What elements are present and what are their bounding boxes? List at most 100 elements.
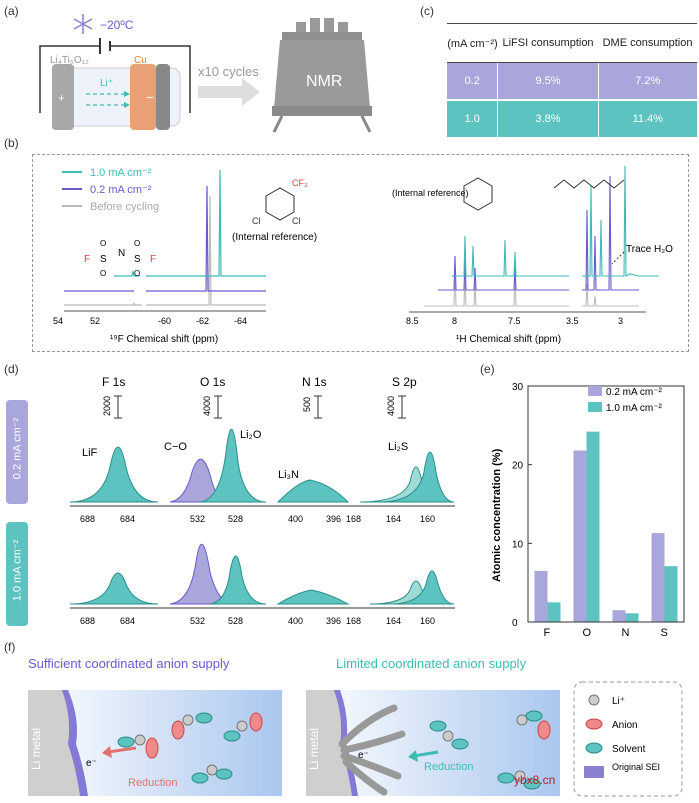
xps-peak xyxy=(69,446,159,503)
xps-column-title: N 1s xyxy=(302,375,327,389)
xps-tick: 688 xyxy=(80,616,95,626)
h-tick: 8.5 xyxy=(406,316,419,326)
minus-sign: − xyxy=(146,89,154,105)
anion-icon xyxy=(585,718,603,730)
left-scheme-title: Sufficient coordinated anion supply xyxy=(28,656,230,671)
legend-label: Solvent xyxy=(612,744,646,755)
watermark: ybx8.cn xyxy=(514,773,555,787)
row-label-02: 0.2 mA cm⁻² xyxy=(6,400,28,504)
atom-label: F xyxy=(84,254,90,265)
f-tick: -60 xyxy=(158,316,171,326)
table-cell: 3.8% xyxy=(497,99,599,137)
legend-label: 1.0 mA cm⁻² xyxy=(606,403,663,414)
bar xyxy=(547,602,561,622)
atom-label: O xyxy=(134,269,140,278)
f-axis-title: ¹⁹F Chemical shift (ppm) xyxy=(110,334,218,345)
xps-peak xyxy=(276,589,350,605)
nmr-instrument-icon xyxy=(272,18,372,133)
legend-label: 0.2 mA cm⁻² xyxy=(606,387,663,398)
xps-tick: 168 xyxy=(346,514,361,524)
table-header: DME consumption xyxy=(598,23,697,63)
atomic-concentration-chart: Atomic concentration (%) F O N S 0 10 20 30 0.2… xyxy=(491,382,685,636)
dme-structure xyxy=(553,179,625,189)
f-tick: 54 xyxy=(53,316,63,326)
atom-label: O xyxy=(134,239,140,248)
table-cell: 11.4% xyxy=(598,99,697,137)
molecule-cluster xyxy=(429,710,551,790)
annotation-li3n: Li₃N xyxy=(278,469,299,481)
cathode-electrode xyxy=(130,64,156,130)
f19-spectra xyxy=(64,169,266,312)
panel-label-f: (f) xyxy=(4,640,16,654)
xps-tick: 684 xyxy=(120,616,135,626)
scale-label: 500 xyxy=(302,397,312,412)
panel-b-frame xyxy=(32,154,689,352)
table-row: 1.0 3.8% 11.4% xyxy=(447,99,697,137)
cycles-label: x10 cycles xyxy=(198,64,259,79)
metal-label: Li metal xyxy=(307,728,321,770)
xps-peak xyxy=(389,570,455,605)
table-cell: 7.2% xyxy=(598,62,697,100)
legend-entry-2: 0.2 mA cm⁻² xyxy=(90,184,152,196)
table-row: 0.2 9.5% 7.2% xyxy=(447,62,697,100)
x-tick-label: S xyxy=(661,627,668,636)
h-tick: 3 xyxy=(618,316,623,326)
h-axis-title: ¹H Chemical shift (ppm) xyxy=(456,334,561,345)
annotation-lif: LiF xyxy=(82,447,98,459)
row-label-10: 1.0 mA cm⁻² xyxy=(6,522,28,626)
f-tick: -64 xyxy=(234,316,247,326)
xps-tick: 528 xyxy=(228,616,243,626)
panel-label-a: (a) xyxy=(4,4,19,18)
molecule-cluster xyxy=(117,712,263,784)
ion-label: Li⁺ xyxy=(100,78,113,89)
legend-label: Anion xyxy=(612,720,638,731)
electron-label: e⁻ xyxy=(86,758,97,769)
table-cell: 9.5% xyxy=(497,62,599,100)
annotation-co: C−O xyxy=(164,441,187,453)
annotation-li2o: Li₂O xyxy=(240,429,262,441)
scheme-illustration: Li metal e⁻ Reduction Li metal e⁻ Reduct… xyxy=(28,681,683,797)
reduction-label: Reduction xyxy=(128,777,178,789)
snowflake-icon xyxy=(73,14,93,34)
legend-swatch xyxy=(588,402,602,412)
xps-tick: 164 xyxy=(386,616,401,626)
f-tick: 52 xyxy=(90,316,100,326)
annotation-li2s: Li₂S xyxy=(388,441,408,453)
legend-label: Li⁺ xyxy=(612,696,625,707)
xps-spectra: F 1s O 1s N 1s S 2p 2000 4000 500 4000 L… xyxy=(69,375,455,626)
panel-label-b: (b) xyxy=(4,136,19,150)
atom-label: F xyxy=(150,254,156,265)
xps-peak xyxy=(209,555,267,605)
xps-tick: 684 xyxy=(120,514,135,524)
xps-peak xyxy=(199,428,267,503)
x-tick-label: N xyxy=(622,627,630,636)
f-tick: -62 xyxy=(196,316,209,326)
x-tick-label: F xyxy=(544,627,551,636)
fsi-structure: F S N S F O O O O xyxy=(84,239,156,278)
sei-icon xyxy=(584,766,604,778)
bar xyxy=(664,566,678,622)
legend-label: Original SEI xyxy=(612,762,660,772)
right-scheme-title: Limited coordinated anion supply xyxy=(336,656,527,671)
xps-column-title: F 1s xyxy=(102,375,125,389)
li-ion-icon xyxy=(588,694,600,706)
bar xyxy=(651,533,665,622)
reduction-label: Reduction xyxy=(424,761,474,773)
xps-peak xyxy=(276,479,350,503)
table-header: LiFSI consumption xyxy=(497,23,599,63)
y-axis-label: Atomic concentration (%) xyxy=(491,448,503,582)
y-tick-label: 0 xyxy=(512,618,518,629)
bar xyxy=(586,431,600,622)
h-tick: 8 xyxy=(452,316,457,326)
xps-tick: 164 xyxy=(386,514,401,524)
panel-label-e: (e) xyxy=(480,362,495,376)
atom-label: O xyxy=(100,239,106,248)
anode-electrode xyxy=(52,64,74,130)
trace-water-label: Trace H₂O xyxy=(626,244,673,255)
h-tick: 7.5 xyxy=(508,316,521,326)
process-arrow xyxy=(198,78,260,106)
plus-sign: + xyxy=(58,91,65,105)
xps-tick: 396 xyxy=(326,616,341,626)
atom-label: S xyxy=(134,254,141,265)
cathode-label: Cu xyxy=(134,55,147,66)
